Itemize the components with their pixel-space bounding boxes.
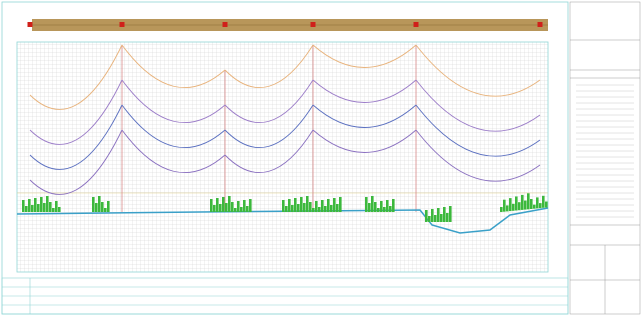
vegetation: [107, 201, 110, 212]
vegetation: [437, 208, 440, 222]
vegetation: [288, 199, 291, 212]
vegetation: [446, 213, 449, 222]
vegetation: [210, 199, 213, 212]
vegetation: [545, 202, 548, 208]
vegetation: [34, 198, 37, 212]
vegetation: [37, 204, 40, 212]
vegetation: [58, 207, 61, 212]
vegetation: [219, 204, 222, 212]
tower-marker: [538, 22, 543, 27]
vegetation: [392, 199, 395, 212]
vegetation: [315, 201, 318, 212]
vegetation: [249, 199, 252, 212]
vegetation: [503, 200, 506, 212]
page: (() => { const data = JSON.parse(documen…: [0, 0, 642, 316]
vegetation: [512, 204, 515, 211]
vegetation: [509, 198, 512, 211]
vegetation: [28, 199, 31, 212]
vegetation: [40, 197, 43, 212]
vegetation: [536, 197, 539, 208]
vegetation: [291, 205, 294, 212]
vegetation: [527, 193, 530, 209]
vegetation: [22, 200, 25, 212]
vegetation: [330, 205, 333, 212]
profile-grid: [17, 42, 548, 272]
vegetation: [389, 206, 392, 212]
vegetation: [371, 196, 374, 212]
vegetation: [309, 202, 312, 212]
vegetation: [294, 198, 297, 212]
vegetation: [216, 198, 219, 212]
profile-drawing: [0, 0, 642, 316]
vegetation: [237, 201, 240, 212]
vegetation: [380, 201, 383, 212]
vegetation: [377, 208, 380, 212]
vegetation: [285, 206, 288, 212]
vegetation: [43, 203, 46, 212]
vegetation: [222, 197, 225, 212]
vegetation: [518, 202, 521, 210]
vegetation: [524, 201, 527, 210]
vegetation: [339, 197, 342, 212]
vegetation: [31, 205, 34, 212]
tower-marker: [120, 22, 125, 27]
tower-marker: [311, 22, 316, 27]
vegetation: [243, 200, 246, 212]
vegetation: [101, 202, 104, 212]
vegetation: [383, 207, 386, 212]
vegetation: [240, 207, 243, 212]
vegetation: [234, 208, 237, 212]
vegetation: [333, 198, 336, 212]
tower-marker: [223, 22, 228, 27]
vegetation: [521, 195, 524, 210]
vegetation: [46, 196, 49, 212]
vegetation: [49, 202, 52, 212]
vegetation: [228, 196, 231, 212]
vegetation: [431, 209, 434, 222]
vegetation: [425, 210, 428, 222]
vegetation: [434, 215, 437, 222]
vegetation: [303, 203, 306, 212]
vegetation: [449, 206, 452, 222]
vegetation: [506, 205, 509, 211]
vegetation: [300, 197, 303, 212]
vegetation: [374, 202, 377, 212]
tower-marker: [28, 22, 33, 27]
vegetation: [443, 207, 446, 222]
vegetation: [225, 203, 228, 212]
vegetation: [98, 196, 101, 212]
vegetation: [246, 206, 249, 212]
vegetation: [55, 201, 58, 212]
vegetation: [530, 199, 533, 209]
vegetation: [336, 204, 339, 212]
vegetation: [368, 203, 371, 212]
vegetation: [213, 205, 216, 212]
vegetation: [386, 200, 389, 212]
vegetation: [542, 196, 545, 208]
vegetation: [231, 202, 234, 212]
tower-marker: [414, 22, 419, 27]
vegetation: [282, 200, 285, 212]
vegetation: [318, 207, 321, 212]
vegetation: [104, 208, 107, 212]
vegetation: [306, 196, 309, 212]
vegetation: [95, 203, 98, 212]
vegetation: [324, 206, 327, 212]
vegetation: [440, 214, 443, 222]
vegetation: [321, 200, 324, 212]
vegetation: [365, 197, 368, 212]
vegetation: [539, 203, 542, 208]
vegetation: [52, 208, 55, 212]
vegetation: [428, 216, 431, 222]
vegetation: [312, 208, 315, 212]
vegetation: [533, 205, 536, 209]
vegetation: [92, 197, 95, 212]
vegetation: [500, 207, 503, 212]
vegetation: [515, 197, 518, 211]
vegetation: [25, 206, 28, 212]
vegetation: [327, 199, 330, 212]
vegetation: [297, 204, 300, 212]
